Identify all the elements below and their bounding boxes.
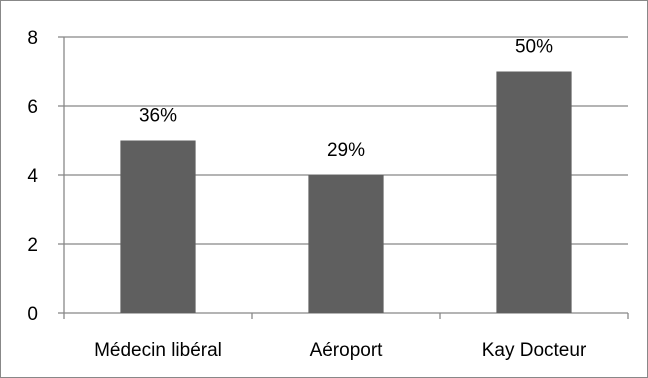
y-tick-label: 8 <box>27 28 38 49</box>
bar-1 <box>120 140 196 313</box>
category-label: Kay Docteur <box>482 340 587 361</box>
data-label: 36% <box>139 106 177 127</box>
y-tick-label: 6 <box>27 97 38 118</box>
data-label: 50% <box>515 37 553 58</box>
bar-2 <box>308 175 384 313</box>
data-label: 29% <box>327 140 365 161</box>
bar-3 <box>496 71 572 313</box>
category-label: Médecin libéral <box>94 340 222 361</box>
category-label: Aéroport <box>310 340 384 361</box>
y-tick-label: 2 <box>27 235 38 256</box>
y-tick-label: 4 <box>27 166 38 187</box>
y-tick-label: 0 <box>27 304 38 325</box>
